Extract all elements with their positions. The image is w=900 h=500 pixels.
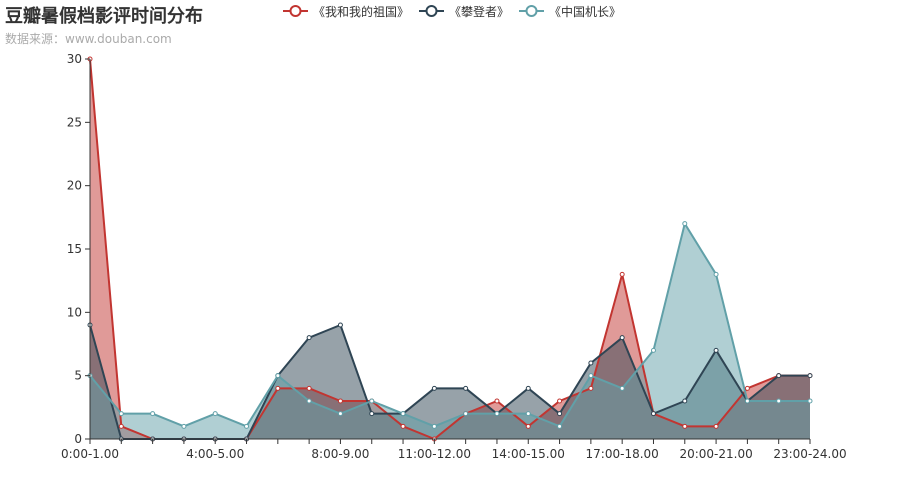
series-3-point xyxy=(650,347,656,353)
series-3-point xyxy=(494,411,500,417)
series-3-point xyxy=(807,398,813,404)
series-3-line xyxy=(89,222,810,428)
series-3-point xyxy=(150,411,156,417)
x-tick-label: 14:00-15.00 xyxy=(492,447,565,461)
series-3-point xyxy=(463,411,469,417)
legend-marker-icon xyxy=(519,5,545,17)
series-2-point xyxy=(337,322,343,328)
series-2-point xyxy=(525,385,531,391)
legend-marker-icon xyxy=(283,5,308,17)
legend-label: 《攀登者》 xyxy=(449,4,510,19)
series-2-point xyxy=(650,411,656,417)
series-2-point xyxy=(713,347,719,353)
series-3-point xyxy=(212,411,218,417)
series-1-point xyxy=(400,423,406,429)
y-tick-label: 25 xyxy=(67,115,82,129)
y-tick-label: 5 xyxy=(74,369,82,383)
series-3-point xyxy=(369,398,375,404)
series-2-point xyxy=(431,385,437,391)
legend-item-series-1[interactable]: 《我和我的祖国》 xyxy=(283,2,409,20)
chart-title: 豆瓣暑假档影评时间分布 xyxy=(5,6,203,27)
series-1-point xyxy=(275,385,281,391)
series-1-point xyxy=(118,423,124,429)
x-tick-label: 0:00-1.00 xyxy=(61,447,119,461)
y-tick-label: 15 xyxy=(67,242,82,256)
series-2-point xyxy=(369,411,375,417)
x-tick-label: 11:00-12.00 xyxy=(398,447,471,461)
series-1-point xyxy=(744,385,750,391)
series-3-point xyxy=(431,423,437,429)
x-tick-label: 20:00-21.00 xyxy=(679,447,752,461)
series-1-point xyxy=(713,423,719,429)
x-tick-label: 17:00-18.00 xyxy=(586,447,659,461)
series-3-point xyxy=(306,398,312,404)
y-tick-label: 20 xyxy=(67,179,82,193)
series-2-point xyxy=(807,373,813,379)
y-tick-label: 30 xyxy=(67,52,82,66)
series-3-point xyxy=(337,411,343,417)
chart-subtitle: 数据来源：www.douban.com xyxy=(5,32,172,46)
series-3-point xyxy=(713,271,719,277)
series-3-area xyxy=(90,223,810,439)
series-3-point xyxy=(776,398,782,404)
series-2-point xyxy=(588,360,594,366)
series-3-point xyxy=(619,385,625,391)
series-3-point xyxy=(682,221,688,227)
x-tick-label: 4:00-5.00 xyxy=(186,447,244,461)
series-3-point xyxy=(525,411,531,417)
series-3-point xyxy=(275,373,281,379)
x-tick-label: 8:00-9.00 xyxy=(311,447,369,461)
series-2-point xyxy=(776,373,782,379)
series-1-point xyxy=(619,271,625,277)
series-2-point xyxy=(557,411,563,417)
series-1-point xyxy=(682,423,688,429)
series-1-point xyxy=(525,423,531,429)
series-3-point xyxy=(744,398,750,404)
series-3-point xyxy=(557,423,563,429)
series-1-area xyxy=(90,59,810,439)
legend-item-series-3[interactable]: 《中国机长》 xyxy=(519,2,621,20)
legend-label: 《中国机长》 xyxy=(549,4,622,19)
series-3-point xyxy=(244,423,250,429)
series-2-point xyxy=(463,385,469,391)
series-2-point xyxy=(306,335,312,341)
series-2-point xyxy=(682,398,688,404)
series-3-point xyxy=(118,411,124,417)
legend-label: 《我和我的祖国》 xyxy=(313,4,410,19)
legend: 《我和我的祖国》 《攀登者》 《中国机长》 xyxy=(283,2,621,20)
series-1-point xyxy=(494,398,500,404)
series-1-point xyxy=(306,385,312,391)
series-3-point xyxy=(588,373,594,379)
series-1-point xyxy=(557,398,563,404)
y-tick-label: 0 xyxy=(74,432,82,446)
x-tick-label: 23:00-24.00 xyxy=(773,447,846,461)
legend-item-series-2[interactable]: 《攀登者》 xyxy=(419,2,509,20)
series-1-point xyxy=(588,385,594,391)
series-3-point xyxy=(400,411,406,417)
series-3-point xyxy=(181,423,187,429)
series-2-point xyxy=(619,335,625,341)
series-1-point xyxy=(337,398,343,404)
legend-marker-icon xyxy=(419,5,445,17)
y-tick-label: 10 xyxy=(67,305,82,319)
